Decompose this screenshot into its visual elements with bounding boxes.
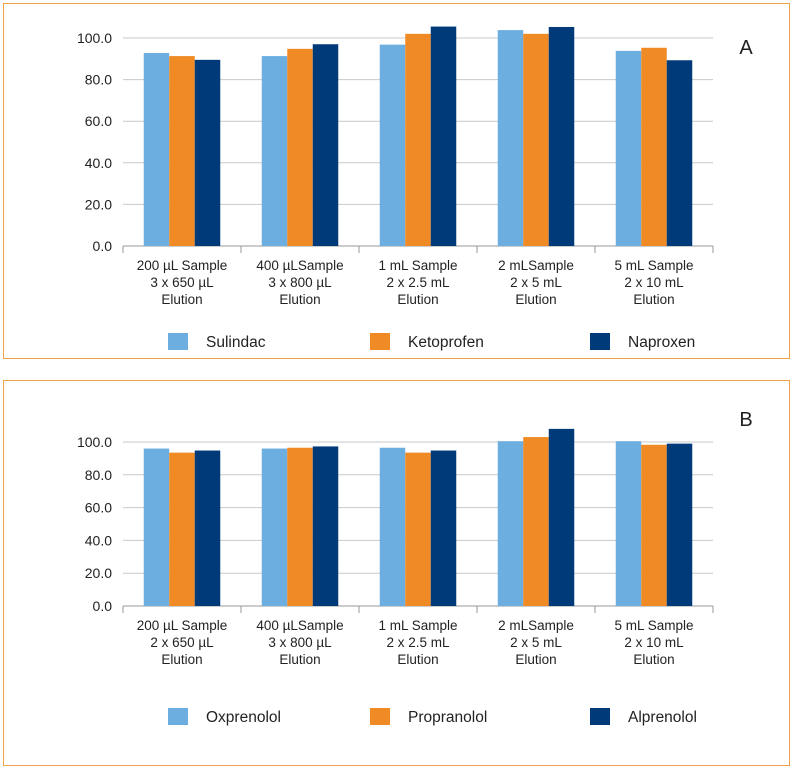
x-category-label: 3 x 800 µL <box>268 635 332 650</box>
bar-ketoprofen-3 <box>405 33 431 247</box>
x-category-label: 2 x 10 mL <box>624 635 684 650</box>
bar-ketoprofen-5 <box>641 47 667 246</box>
bar-sulindac-2 <box>261 56 288 246</box>
bar-oxprenolol-2 <box>261 448 288 606</box>
y-tick-label: 60.0 <box>85 500 112 516</box>
y-tick-label: 100.0 <box>77 434 112 450</box>
bar-naproxen-1 <box>194 59 221 247</box>
x-category-label: 2 x 650 µL <box>150 635 214 650</box>
y-tick-label: 100.0 <box>77 30 112 46</box>
bar-alprenolol-5 <box>666 443 693 606</box>
x-category-label: Elution <box>633 652 674 667</box>
bar-oxprenolol-4 <box>497 441 524 606</box>
bar-sulindac-3 <box>379 44 406 246</box>
bar-alprenolol-4 <box>548 428 575 606</box>
x-category-label: 2 x 5 mL <box>510 635 562 650</box>
panel-label: A <box>739 37 753 59</box>
y-tick-label: 20.0 <box>85 565 112 581</box>
chart-panel-a: 0.0 20.0 40.0 60.0 80.0 100.0 200 µL Sample 3 x… <box>3 3 790 359</box>
legend-label-alprenolol: Alprenolol <box>628 709 697 726</box>
bar-chart-b: 0.0 20.0 40.0 60.0 80.0 100.0 200 µL Sample 2 x… <box>77 409 753 726</box>
x-category-label: 2 x 5 mL <box>510 275 562 290</box>
bar-oxprenolol-1 <box>143 448 170 606</box>
bar-alprenolol-1 <box>194 450 221 606</box>
x-category-label: 2 mLSample <box>498 258 574 273</box>
x-category-label: 400 µLSample <box>256 258 343 273</box>
y-tick-label: 20.0 <box>85 196 112 212</box>
y-tick-label: 40.0 <box>85 155 112 171</box>
legend-swatch-naproxen <box>590 333 610 350</box>
bar-alprenolol-3 <box>430 450 457 606</box>
bar-sulindac-4 <box>497 30 524 246</box>
y-tick-label: 60.0 <box>85 113 112 129</box>
x-category-label: Elution <box>279 652 320 667</box>
y-tick-label: 80.0 <box>85 467 112 483</box>
bar-propranolol-3 <box>405 452 431 606</box>
y-tick-label: 40.0 <box>85 532 112 548</box>
x-category-label: 2 x 2.5 mL <box>386 635 450 650</box>
y-tick-label: 80.0 <box>85 72 112 88</box>
legend-label-oxprenolol: Oxprenolol <box>206 709 281 726</box>
bar-ketoprofen-1 <box>169 56 195 246</box>
x-category-label: 1 mL Sample <box>378 258 457 273</box>
x-category-label: Elution <box>161 652 202 667</box>
chart-panel-b: 0.0 20.0 40.0 60.0 80.0 100.0 200 µL Sample 2 x… <box>3 380 790 766</box>
bar-naproxen-3 <box>430 26 457 247</box>
legend-label-sulindac: Sulindac <box>206 334 266 351</box>
bar-oxprenolol-3 <box>379 447 406 606</box>
x-category-label: Elution <box>161 292 202 307</box>
bar-alprenolol-2 <box>312 446 339 606</box>
bar-sulindac-5 <box>615 50 642 247</box>
legend-swatch-alprenolol <box>590 708 610 725</box>
bar-ketoprofen-4 <box>523 33 549 247</box>
bar-propranolol-5 <box>641 444 667 606</box>
x-category-label: 2 x 2.5 mL <box>386 275 450 290</box>
x-category-label: 5 mL Sample <box>614 618 693 633</box>
x-category-label: 3 x 650 µL <box>150 275 214 290</box>
bar-naproxen-4 <box>548 26 575 247</box>
x-category-label: 5 mL Sample <box>614 258 693 273</box>
bar-propranolol-2 <box>287 447 313 606</box>
legend-swatch-propranolol <box>370 708 390 725</box>
legend-label-naproxen: Naproxen <box>628 334 695 351</box>
legend-label-propranolol: Propranolol <box>408 709 487 726</box>
bar-ketoprofen-2 <box>287 48 313 246</box>
bar-propranolol-1 <box>169 452 195 606</box>
x-category-label: Elution <box>397 652 438 667</box>
x-category-label: 200 µL Sample <box>137 258 228 273</box>
legend-swatch-ketoprofen <box>370 333 390 350</box>
legend-label-ketoprofen: Ketoprofen <box>408 334 484 351</box>
bar-chart-a: 0.0 20.0 40.0 60.0 80.0 100.0 200 µL Sample 3 x… <box>77 26 753 351</box>
x-category-label: Elution <box>397 292 438 307</box>
x-category-label: 3 x 800 µL <box>268 275 332 290</box>
x-category-label: 400 µLSample <box>256 618 343 633</box>
y-tick-label: 0.0 <box>93 238 113 254</box>
legend-swatch-sulindac <box>168 333 188 350</box>
x-category-label: 2 mLSample <box>498 618 574 633</box>
bar-naproxen-2 <box>312 44 339 246</box>
x-category-label: 2 x 10 mL <box>624 275 684 290</box>
x-category-label: Elution <box>515 652 556 667</box>
bar-propranolol-4 <box>523 437 549 606</box>
legend-swatch-oxprenolol <box>168 708 188 725</box>
y-tick-label: 0.0 <box>93 598 113 614</box>
bar-oxprenolol-5 <box>615 441 642 606</box>
bar-sulindac-1 <box>143 52 170 247</box>
x-category-label: Elution <box>515 292 556 307</box>
x-category-label: Elution <box>633 292 674 307</box>
x-category-label: 200 µL Sample <box>137 618 228 633</box>
bar-naproxen-5 <box>666 60 693 247</box>
x-category-label: 1 mL Sample <box>378 618 457 633</box>
panel-label: B <box>739 409 752 431</box>
x-category-label: Elution <box>279 292 320 307</box>
